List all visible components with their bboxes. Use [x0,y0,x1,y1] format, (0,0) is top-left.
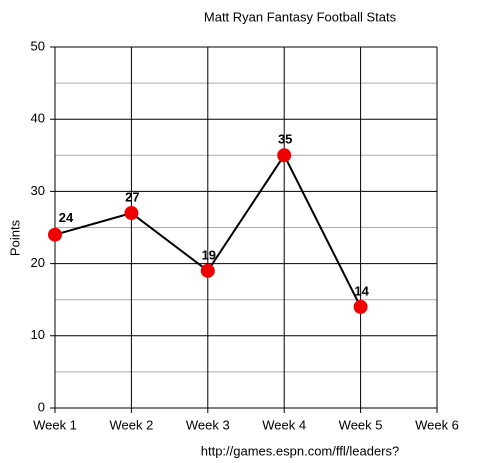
data-label: 19 [202,247,216,262]
y-tick-label: 20 [31,255,45,270]
source-note: http://games.espn.com/ffl/leaders? [201,443,399,458]
x-tick-label: Week 1 [33,417,77,432]
y-tick-label: 40 [31,111,45,126]
x-tick-label: Week 2 [109,417,153,432]
data-label: 35 [278,132,292,147]
y-tick-label: 50 [31,38,45,53]
x-tick-label: Week 4 [262,417,306,432]
data-label: 27 [125,189,139,204]
x-tick-label: Week 5 [339,417,383,432]
data-point [48,227,62,242]
x-tick-label: Week 3 [186,417,230,432]
data-label: 14 [354,283,369,298]
y-tick-label: 30 [31,183,45,198]
data-point [353,299,368,314]
y-axis-label: Points [7,219,22,256]
chart-title: Matt Ryan Fantasy Football Stats [204,9,397,24]
data-point [124,206,139,221]
x-tick-label: Week 6 [415,417,459,432]
y-tick-label: 10 [31,327,45,342]
data-point [277,148,292,163]
data-label: 24 [59,210,74,225]
data-point [200,263,215,278]
y-tick-label: 0 [38,399,45,414]
